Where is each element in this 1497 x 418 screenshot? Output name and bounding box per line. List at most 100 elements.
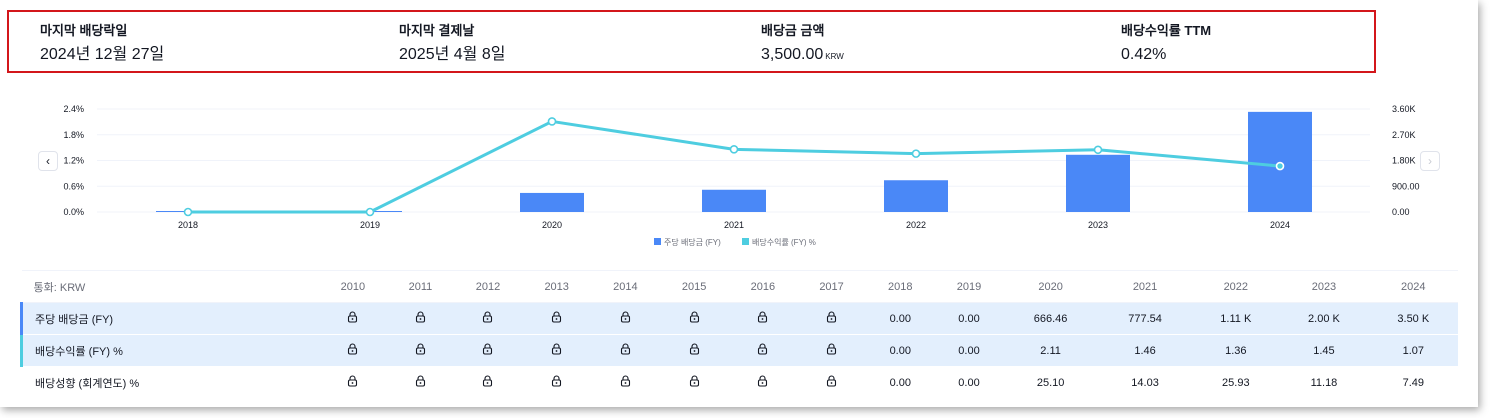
yield-line <box>183 117 1285 217</box>
locked-cell[interactable] <box>728 302 798 335</box>
table-row: 주당 배당금 (FY) 0.00 0.00 666.46 777.54 1.11 K 2.0… <box>20 302 1458 335</box>
locked-cell[interactable] <box>387 334 454 367</box>
dividend-summary: 마지막 배당락일 2024년 12월 27일 마지막 결제날 2025년 4월 … <box>7 10 1376 73</box>
locked-cell[interactable] <box>318 302 388 335</box>
year-header: 2017 <box>797 270 866 303</box>
value-cell: 1.46 <box>1097 334 1193 367</box>
lock-icon <box>620 311 631 326</box>
locked-cell[interactable] <box>387 302 454 335</box>
locked-cell[interactable] <box>659 366 729 399</box>
dividend-chart: 0.0% 0.6% 1.2% 1.8% 2.4% 0.00 900.00 1.80K 2.70… <box>63 104 1419 247</box>
value-cell: 1.36 <box>1192 334 1280 367</box>
locked-cell[interactable] <box>659 302 729 335</box>
x-tick-label: 2022 <box>906 220 926 230</box>
legend-label-dividend: 주당 배당금 (FY) <box>664 237 721 247</box>
locked-cell[interactable] <box>797 302 866 335</box>
lock-icon <box>689 311 700 326</box>
lock-icon <box>482 311 493 326</box>
chart-prev-button[interactable]: ‹ <box>38 151 58 171</box>
value-cell: 25.10 <box>1003 366 1098 399</box>
value-cell: 1.45 <box>1279 334 1369 367</box>
locked-cell[interactable] <box>797 366 866 399</box>
left-tick-label: 1.8% <box>63 130 84 140</box>
locked-cell[interactable] <box>659 334 729 367</box>
year-header: 2015 <box>659 270 729 303</box>
locked-cell[interactable] <box>318 366 388 399</box>
left-tick-label: 0.0% <box>63 207 84 217</box>
value-cell: 11.18 <box>1279 366 1369 399</box>
locked-cell[interactable] <box>522 334 592 367</box>
lock-icon <box>826 311 837 326</box>
value-cell: 14.03 <box>1097 366 1193 399</box>
year-header: 2010 <box>318 270 388 303</box>
locked-cell[interactable] <box>797 334 866 367</box>
locked-cell[interactable] <box>453 302 523 335</box>
locked-cell[interactable] <box>387 366 454 399</box>
lock-icon <box>415 311 426 326</box>
lock-icon <box>757 343 768 358</box>
value-cell: 2.11 <box>1003 334 1098 367</box>
row-label: 주당 배당금 (FY) <box>20 302 319 335</box>
value-cell: 0.00 <box>865 302 935 335</box>
chart-next-button[interactable]: › <box>1420 151 1440 171</box>
yield-point <box>365 207 375 217</box>
lock-icon <box>826 343 837 358</box>
dividend-yield-stat: 배당수익률 TTM 0.42% <box>1121 23 1211 65</box>
x-tick-label: 2023 <box>1088 220 1108 230</box>
year-header: 2013 <box>522 270 592 303</box>
locked-cell[interactable] <box>522 366 592 399</box>
dividend-amount-unit: KRW <box>825 52 844 61</box>
year-header: 2023 <box>1279 270 1369 303</box>
locked-cell[interactable] <box>453 334 523 367</box>
dividend-amount-stat: 배당금 금액 3,500.00 KRW <box>761 23 844 67</box>
locked-cell[interactable] <box>522 302 592 335</box>
yield-point <box>1275 161 1285 171</box>
lock-icon <box>689 343 700 358</box>
year-header: 2021 <box>1097 270 1193 303</box>
value-cell: 2.00 K <box>1279 302 1369 335</box>
dividend-amount-value-wrap: 3,500.00 KRW <box>761 45 844 67</box>
lock-icon <box>415 375 426 390</box>
locked-cell[interactable] <box>591 366 660 399</box>
locked-cell[interactable] <box>728 334 798 367</box>
lock-icon <box>551 343 562 358</box>
lock-icon <box>415 343 426 358</box>
lock-icon <box>551 375 562 390</box>
value-cell: 25.93 <box>1192 366 1280 399</box>
dividend-bar <box>520 192 584 212</box>
ex-dividend-date-value: 2024년 12월 27일 <box>40 46 165 63</box>
ex-dividend-date-stat: 마지막 배당락일 2024년 12월 27일 <box>40 23 164 65</box>
locked-cell[interactable] <box>728 366 798 399</box>
dividend-amount-value: 3,500.00 <box>761 46 824 63</box>
dividend-bar <box>1066 154 1130 212</box>
year-header: 2011 <box>387 270 454 303</box>
lock-icon <box>620 375 631 390</box>
locked-cell[interactable] <box>591 334 660 367</box>
value-cell: 0.00 <box>865 334 935 367</box>
ex-dividend-date-label: 마지막 배당락일 <box>40 23 128 38</box>
left-axis-ticks: 0.0% 0.6% 1.2% 1.8% 2.4% <box>63 104 84 217</box>
dividend-bar <box>702 189 766 212</box>
right-tick-label: 3.60K <box>1392 104 1416 114</box>
left-tick-label: 2.4% <box>63 104 84 114</box>
year-header: 2024 <box>1368 270 1458 303</box>
year-header: 2018 <box>865 270 935 303</box>
locked-cell[interactable] <box>318 334 388 367</box>
locked-cell[interactable] <box>591 302 660 335</box>
x-tick-label: 2019 <box>360 220 380 230</box>
yield-point <box>1093 145 1103 155</box>
lock-icon <box>347 343 358 358</box>
row-label: 배당수익률 (FY) % <box>20 334 319 367</box>
value-cell: 1.07 <box>1368 334 1458 367</box>
dividend-yield-value: 0.42% <box>1121 46 1167 63</box>
table-row: 배당수익률 (FY) % 0.00 0.00 2.11 1.46 1.36 1.45 1.07 <box>20 334 1458 367</box>
lock-icon <box>757 311 768 326</box>
x-tick-label: 2024 <box>1270 220 1290 230</box>
x-axis-labels: 2018 2019 2020 2021 2022 2023 2024 <box>178 220 1290 230</box>
locked-cell[interactable] <box>453 366 523 399</box>
lock-icon <box>826 375 837 390</box>
dividend-yield-label: 배당수익률 TTM <box>1121 23 1212 38</box>
yield-point <box>547 117 557 126</box>
value-cell: 3.50 K <box>1368 302 1458 335</box>
chart-legend: 주당 배당금 (FY) 배당수익률 (FY) % <box>654 237 816 247</box>
